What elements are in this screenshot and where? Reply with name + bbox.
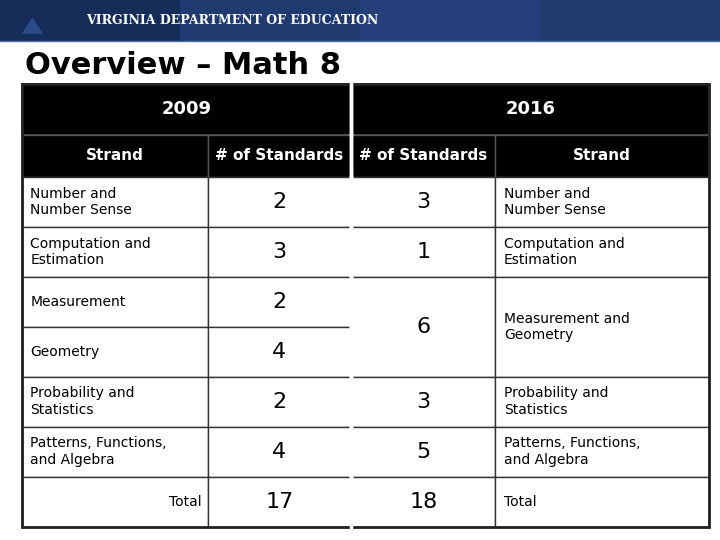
Bar [540,0,720,40]
Bar [495,134,709,177]
Text: Number and
Number Sense: Number and Number Sense [504,187,606,217]
Text: Probability and
Statistics: Probability and Statistics [504,387,608,417]
Polygon shape [22,17,43,33]
Bar [351,476,495,526]
Text: 6: 6 [416,316,431,336]
Text: Strand: Strand [573,148,631,163]
Text: Computation and
Estimation: Computation and Estimation [30,237,151,267]
Bar [22,227,207,276]
Bar [22,84,351,134]
Text: 3: 3 [272,241,287,262]
Text: 2: 2 [272,392,287,411]
Text: Overview – Math 8: Overview – Math 8 [25,51,341,80]
Bar [22,327,207,376]
Bar [351,376,495,427]
Text: Probability and
Statistics: Probability and Statistics [30,387,135,417]
Text: 2: 2 [272,192,287,212]
Bar [495,227,709,276]
Text: Number and
Number Sense: Number and Number Sense [30,187,132,217]
Bar [207,427,351,476]
Bar [22,134,207,177]
Bar [207,327,351,376]
Bar [207,376,351,427]
Text: 17: 17 [266,491,294,511]
Bar [351,177,495,227]
Text: Geometry: Geometry [30,345,99,359]
Text: Total: Total [169,495,202,509]
Bar [207,227,351,276]
Bar [22,276,207,327]
Bar [495,376,709,427]
Text: Patterns, Functions,
and Algebra: Patterns, Functions, and Algebra [30,436,167,467]
Text: 3: 3 [416,392,431,411]
Bar [207,177,351,227]
Text: 2016: 2016 [505,100,555,118]
Bar [495,276,709,376]
Text: Measurement and
Geometry: Measurement and Geometry [504,312,630,342]
Text: # of Standards: # of Standards [215,148,343,163]
Text: # of Standards: # of Standards [359,148,487,163]
Bar [351,227,495,276]
Bar [180,0,360,40]
Bar [22,427,207,476]
Text: Computation and
Estimation: Computation and Estimation [504,237,624,267]
Text: 3: 3 [416,192,431,212]
Text: 18: 18 [409,491,438,511]
Bar [495,476,709,526]
Text: Strand: Strand [86,148,143,163]
Bar [207,134,351,177]
Bar [351,84,709,134]
Text: 4: 4 [272,442,287,462]
Bar [22,84,709,526]
Bar [351,427,495,476]
Bar [207,476,351,526]
Text: Measurement: Measurement [30,295,125,309]
Text: 5: 5 [416,442,431,462]
Text: VIRGINIA DEPARTMENT OF EDUCATION: VIRGINIA DEPARTMENT OF EDUCATION [86,14,379,27]
Text: Total: Total [504,495,536,509]
Bar [0,0,180,40]
Text: Patterns, Functions,
and Algebra: Patterns, Functions, and Algebra [504,436,640,467]
Bar [351,276,495,376]
Bar [22,476,207,526]
Bar [22,177,207,227]
Text: 4: 4 [272,342,287,362]
Text: 2: 2 [272,292,287,312]
Bar [207,276,351,327]
Text: 2009: 2009 [161,100,212,118]
Bar [22,376,207,427]
Text: 1: 1 [416,241,431,262]
Bar [360,0,540,40]
Bar [495,427,709,476]
Bar [351,134,495,177]
Bar [495,177,709,227]
